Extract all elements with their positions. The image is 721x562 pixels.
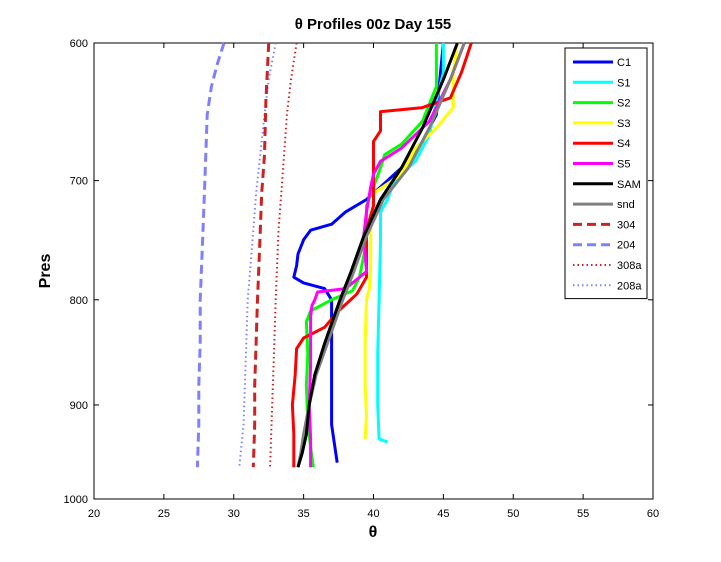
legend: C1 S1 S2 S3 S4 S5 SAM snd 304 204 308a 208a (564, 47, 648, 300)
x-axis-label: θ (369, 524, 378, 541)
x-tick-label: 35 (298, 508, 310, 520)
legend-label-304: 304 (617, 219, 635, 231)
plot-area (93, 42, 654, 500)
legend-label-SAM: SAM (617, 179, 641, 191)
legend-label-C1: C1 (617, 57, 631, 69)
legend-label-S1: S1 (617, 77, 630, 89)
legend-label-208a: 208a (617, 280, 642, 292)
y-tick-label: 900 (70, 400, 88, 412)
series-line-SAM (296, 42, 459, 468)
chart-title: θ Profiles 00z Day 155 (295, 16, 452, 33)
legend-label-S5: S5 (617, 159, 630, 171)
x-tick-label: 60 (647, 508, 659, 520)
y-tick-label: 1000 (64, 494, 88, 506)
y-axis-label: Pres (37, 254, 54, 289)
x-tick-label: 40 (367, 508, 379, 520)
legend-label-snd: snd (617, 199, 635, 211)
x-tick-label: 20 (88, 508, 100, 520)
legend-label-S2: S2 (617, 98, 630, 110)
legend-label-S4: S4 (617, 138, 630, 150)
y-tick-label: 800 (70, 295, 88, 307)
x-tick-label: 45 (437, 508, 449, 520)
series-line-204 (195, 42, 226, 468)
legend-label-204: 204 (617, 240, 635, 252)
series-line-C1 (292, 42, 445, 463)
y-tick-label: 600 (70, 38, 88, 50)
legend-label-308a: 308a (617, 260, 642, 272)
y-tick-label: 700 (70, 176, 88, 188)
x-tick-label: 25 (158, 508, 170, 520)
series-line-304 (251, 42, 271, 468)
legend-label-S3: S3 (617, 118, 630, 130)
series-line-S1 (376, 43, 445, 444)
x-tick-label: 55 (577, 508, 589, 520)
x-tick-label: 30 (228, 508, 240, 520)
legend-box (564, 47, 648, 300)
series-line-snd (296, 42, 466, 468)
x-tick-label: 50 (507, 508, 519, 520)
series-line-S5 (307, 42, 466, 468)
